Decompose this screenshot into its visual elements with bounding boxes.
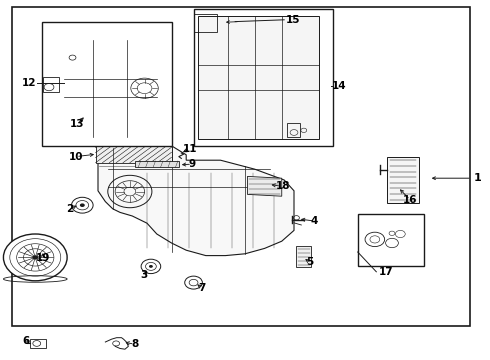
- Text: 18: 18: [275, 181, 290, 192]
- Bar: [296, 246, 311, 267]
- Text: 8: 8: [131, 339, 138, 349]
- Text: 16: 16: [403, 195, 417, 205]
- Circle shape: [3, 234, 67, 281]
- Text: 11: 11: [183, 144, 197, 154]
- Text: 13: 13: [70, 119, 85, 129]
- Bar: [194, 14, 217, 32]
- Text: 4: 4: [311, 216, 319, 226]
- Bar: [12, 7, 470, 326]
- Circle shape: [80, 203, 85, 207]
- Polygon shape: [247, 176, 282, 196]
- Text: 2: 2: [67, 204, 74, 214]
- Bar: [96, 138, 172, 163]
- Circle shape: [141, 259, 161, 274]
- Text: 19: 19: [36, 253, 50, 263]
- Bar: [30, 339, 46, 348]
- Circle shape: [72, 197, 93, 213]
- Bar: [194, 9, 333, 146]
- Polygon shape: [98, 146, 294, 256]
- Text: 10: 10: [69, 152, 83, 162]
- Text: 7: 7: [198, 283, 206, 293]
- Circle shape: [32, 255, 38, 260]
- Text: 17: 17: [378, 267, 393, 277]
- Text: 15: 15: [286, 15, 300, 25]
- Bar: [64, 40, 157, 137]
- Bar: [43, 77, 59, 92]
- Bar: [198, 16, 318, 139]
- Text: 3: 3: [141, 270, 147, 280]
- Bar: [358, 214, 424, 266]
- Text: 1: 1: [474, 173, 482, 183]
- Bar: [287, 123, 300, 137]
- Bar: [387, 157, 419, 203]
- Text: 14: 14: [332, 81, 346, 91]
- Circle shape: [149, 265, 153, 268]
- Text: 5: 5: [306, 257, 313, 267]
- Text: 9: 9: [189, 159, 196, 169]
- Text: 12: 12: [22, 78, 37, 88]
- Text: 6: 6: [23, 336, 30, 346]
- Bar: [42, 22, 171, 146]
- Circle shape: [185, 276, 202, 289]
- Bar: [135, 161, 179, 167]
